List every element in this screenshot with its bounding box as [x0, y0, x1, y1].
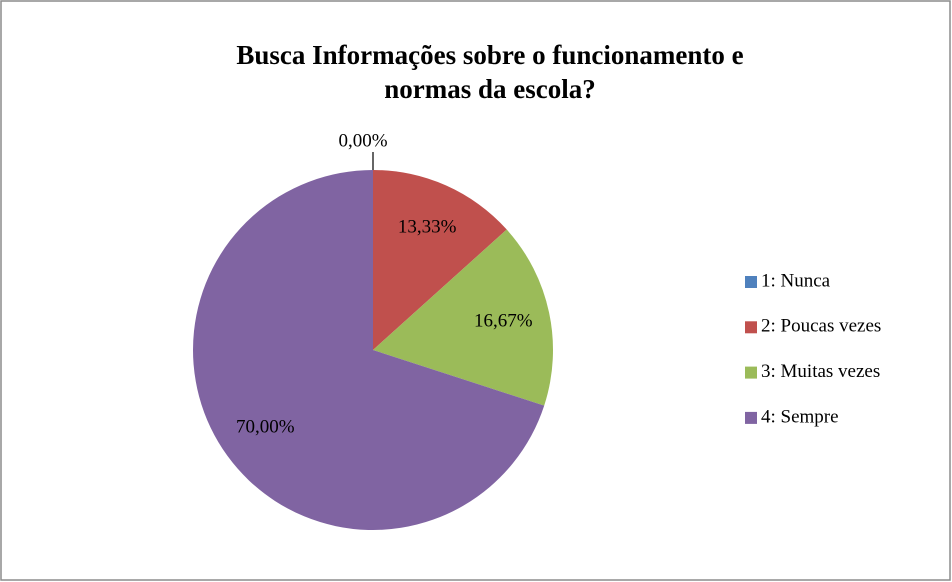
legend-label: 3: Muitas vezes — [761, 361, 880, 382]
legend-swatch — [745, 276, 757, 288]
data-label: 70,00% — [236, 417, 295, 438]
data-label: 13,33% — [398, 217, 457, 238]
legend-swatch — [745, 321, 757, 334]
data-label: 16,67% — [474, 311, 533, 332]
legend-swatch — [745, 366, 757, 379]
pie-slice — [373, 229, 553, 406]
legend-swatch — [745, 411, 757, 424]
pie-slice — [193, 170, 545, 530]
legend-label: 4: Sempre — [761, 406, 839, 427]
legend-label: 1: Nunca — [761, 270, 831, 291]
legend-label: 2: Poucas vezes — [761, 316, 881, 337]
data-label: 0,00% — [338, 130, 387, 151]
pie-slice — [373, 170, 507, 350]
chart-title: Busca Informações sobre o funcionamento … — [236, 40, 744, 104]
